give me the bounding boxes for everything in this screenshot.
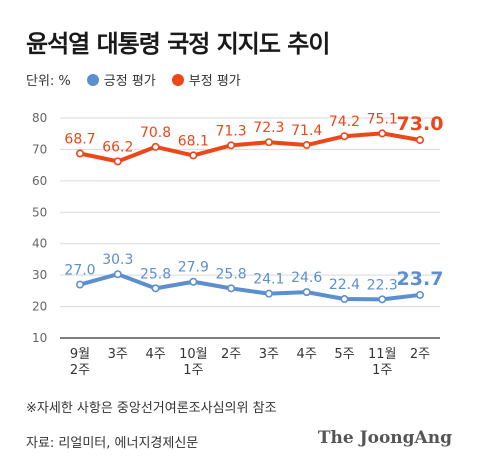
y-tick-label: 60 [32,174,47,188]
data-label: 72.3 [253,120,284,136]
legend-label-negative: 부정 평가 [188,74,241,89]
legend-dot-negative [171,73,184,86]
data-point [113,270,122,279]
data-label: 74.2 [329,114,360,130]
legend-item-negative: 부정 평가 [171,70,241,89]
data-label: 27.9 [178,260,209,276]
data-label: 24.1 [253,272,284,288]
x-tick-label: 1주 [372,363,392,378]
legend-label-positive: 긍정 평가 [103,74,156,89]
data-point [415,290,424,299]
x-tick-label: 2주 [410,347,430,362]
x-tick-label: 9월 [70,347,90,362]
data-point [340,132,349,141]
y-tick-label: 50 [32,205,47,219]
x-tick-label: 11월 [368,347,397,362]
data-point [378,129,387,138]
data-point [302,141,311,150]
x-tick-label: 4주 [145,347,165,362]
data-point [151,284,160,293]
x-tick-label: 4주 [297,347,317,362]
data-label: 68.7 [64,132,95,148]
legend-item-positive: 긍정 평가 [86,70,156,89]
series-line-positive [78,272,422,302]
y-tick-label: 80 [32,111,47,125]
data-point [415,136,424,145]
data-label: 25.8 [216,266,247,282]
y-tick-label: 40 [32,237,47,251]
x-tick-label: 2주 [221,347,241,362]
data-point [340,295,349,304]
x-tick-label: 2주 [70,363,90,378]
x-tick-label: 10월 [179,347,208,362]
y-tick-label: 10 [32,331,47,345]
y-tick-label: 20 [32,300,47,314]
series-line-negative [78,131,422,164]
data-label: 23.7 [397,268,444,290]
data-label: 27.0 [64,263,95,279]
data-point [302,288,311,297]
data-point [76,280,85,289]
brand-logo-text: The JoongAng [317,428,452,448]
data-point [113,157,122,166]
data-point [378,295,387,304]
data-label: 22.4 [329,277,360,293]
data-point [151,142,160,151]
y-tick-label: 70 [32,142,47,156]
data-point [189,277,198,286]
data-point [189,151,198,160]
data-label: 22.3 [367,277,398,293]
data-point [227,284,236,293]
data-point [227,141,236,150]
data-label: 25.8 [140,266,171,282]
data-label: 70.8 [140,125,171,141]
y-tick-label: 30 [32,268,47,282]
data-point [76,149,85,158]
data-label: 68.1 [178,133,209,149]
data-label: 24.6 [291,270,322,286]
data-label: 75.1 [367,111,398,127]
data-label: 66.2 [102,139,133,155]
data-point [264,138,273,147]
data-label: 73.0 [397,113,444,135]
x-tick-label: 1주 [183,363,203,378]
data-label: 30.3 [102,252,133,268]
source-text: 자료: 리얼미터, 에너지경제신문 [26,436,199,451]
x-tick-label: 3주 [259,347,279,362]
legend-dot-positive [86,73,99,86]
footnote: ※자세한 사항은 중앙선거여론조사심의위 참조 [26,401,277,416]
data-label: 71.3 [216,123,247,139]
data-point [264,289,273,298]
chart-title: 윤석열 대통령 국정 지지도 추이 [26,30,330,58]
x-tick-label: 5주 [334,347,354,362]
x-tick-label: 3주 [108,347,128,362]
legend: 단위: % 긍정 평가 부정 평가 [26,70,241,89]
data-label: 71.4 [291,123,322,139]
unit-label: 단위: % [26,74,71,89]
